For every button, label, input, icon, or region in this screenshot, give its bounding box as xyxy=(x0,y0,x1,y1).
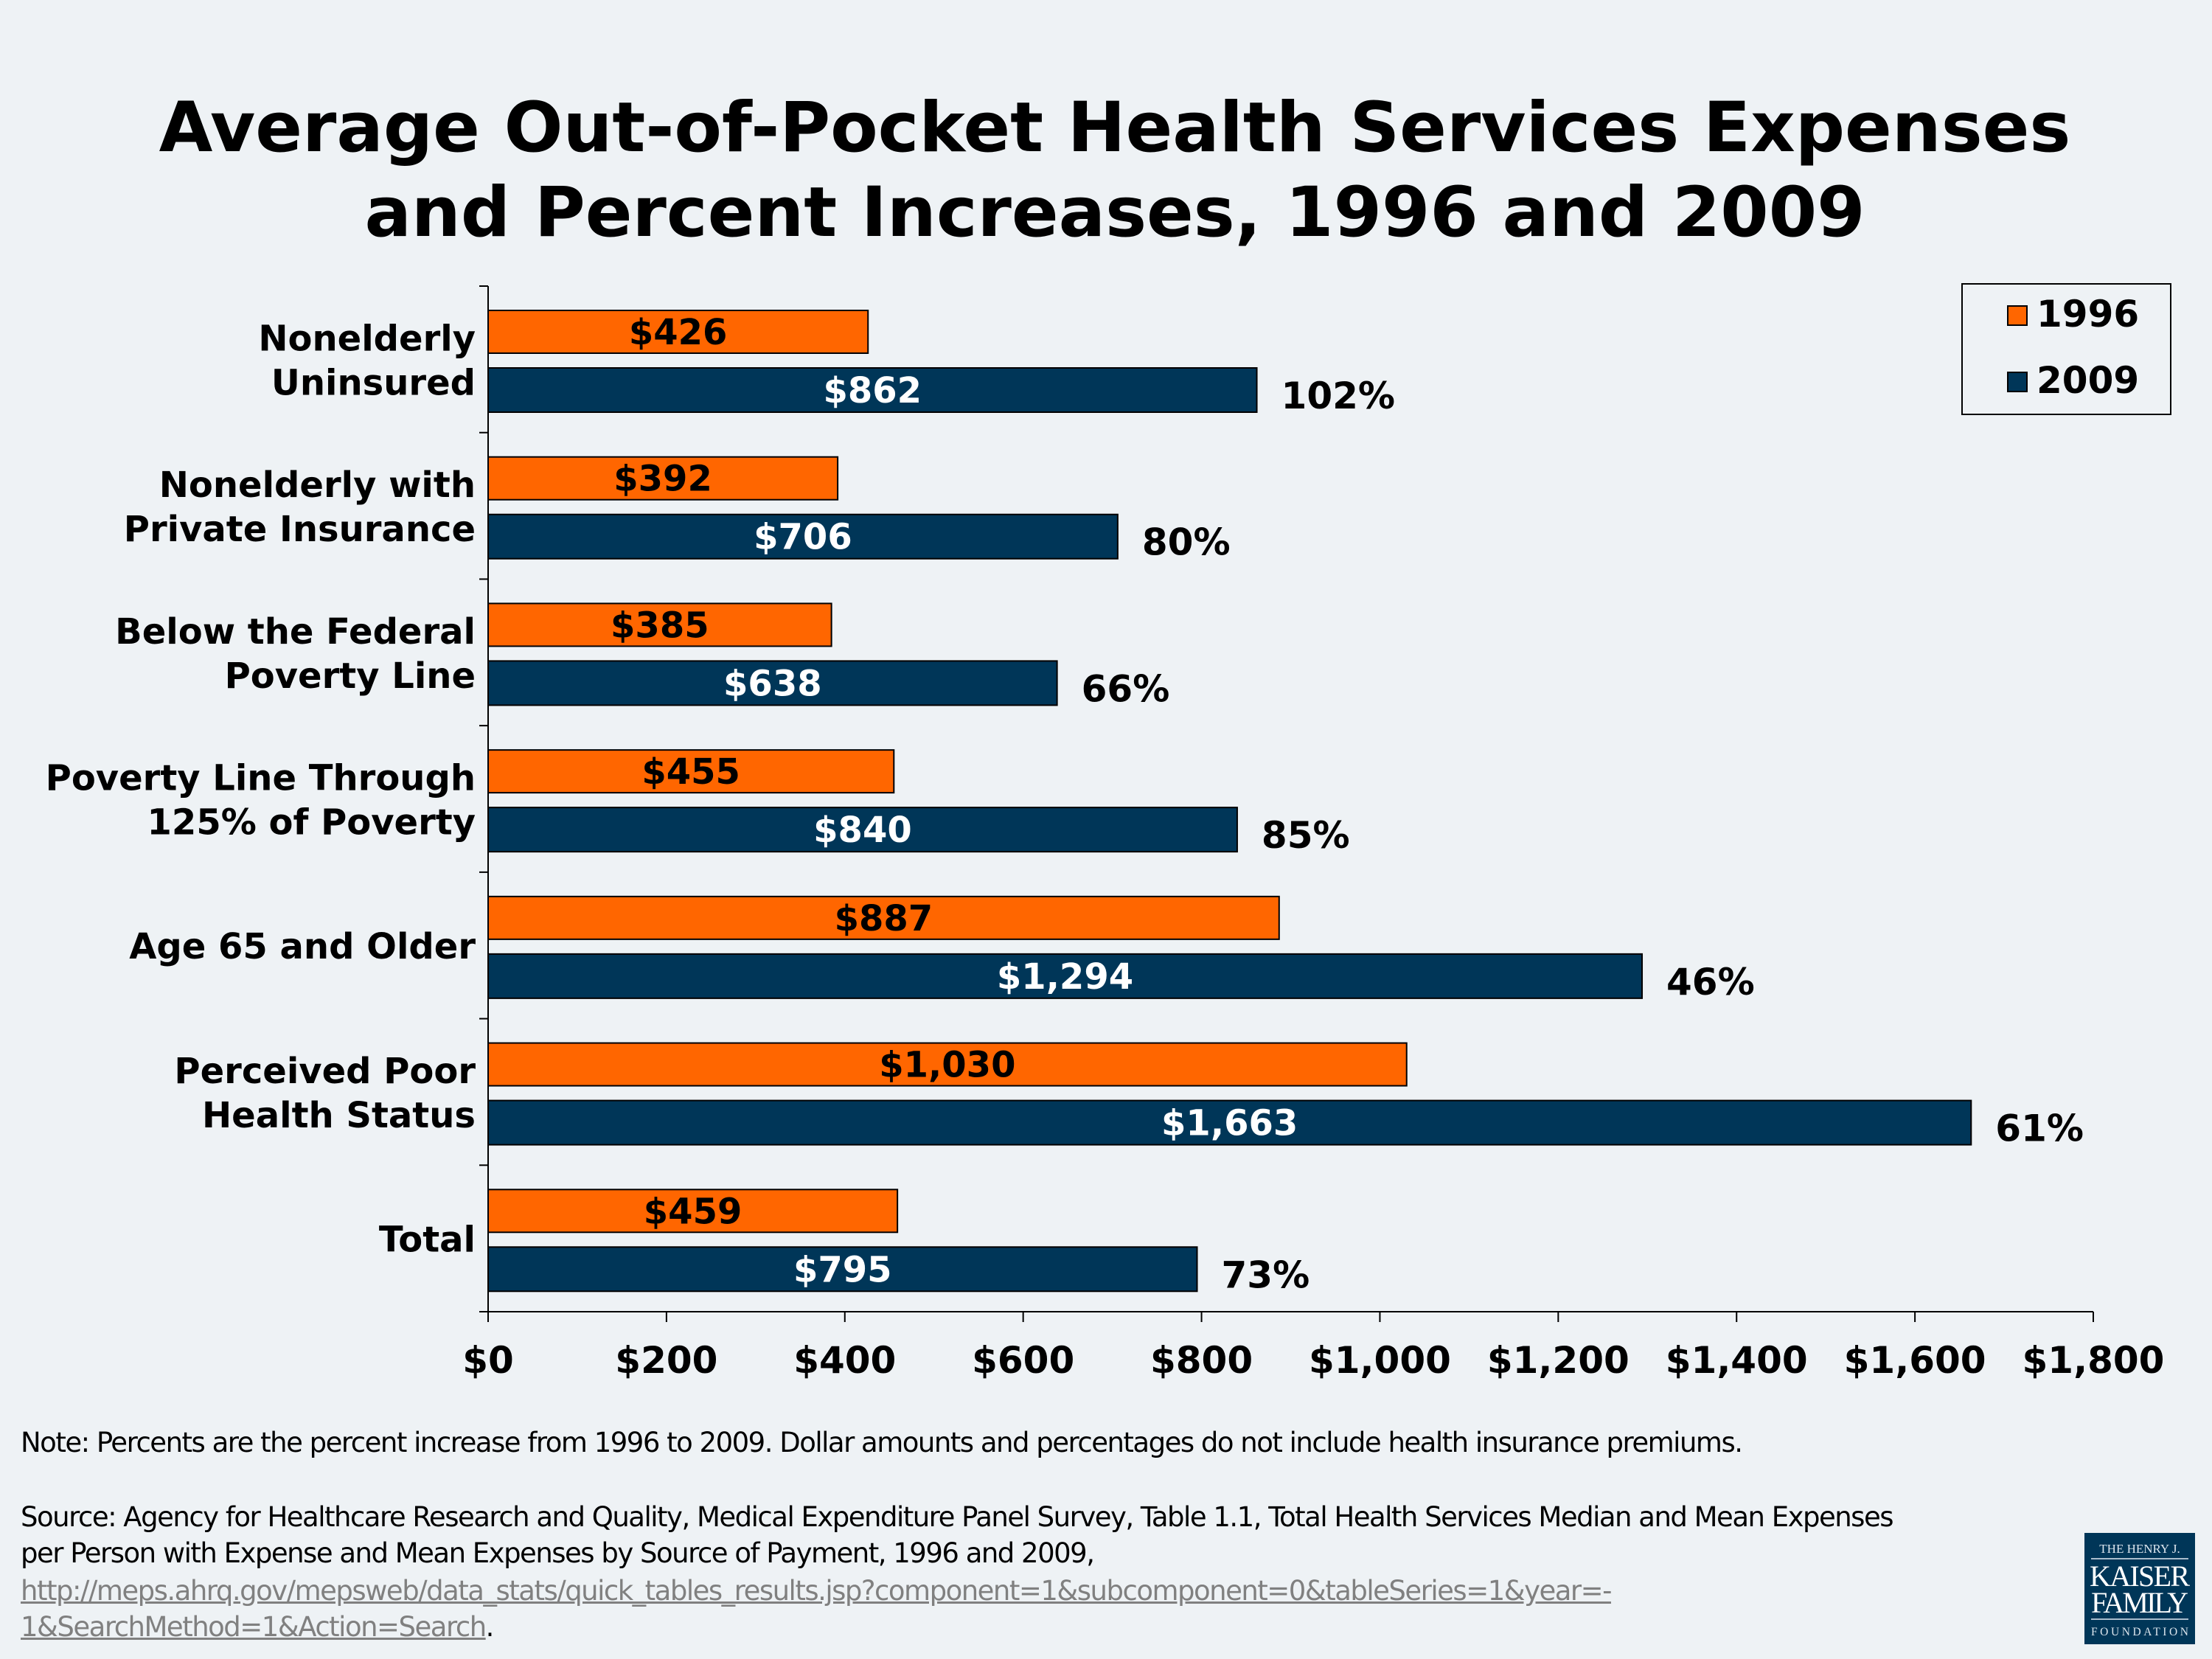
x-tick-label: $600 xyxy=(972,1339,1074,1382)
x-tick-label: $200 xyxy=(615,1339,717,1382)
source-line-1: Source: Agency for Healthcare Research a… xyxy=(21,1501,1894,1533)
category-label: Health Status xyxy=(202,1095,476,1136)
bar-value-label: $840 xyxy=(813,810,912,851)
bar-2009 xyxy=(487,1246,1198,1293)
legend-box xyxy=(1961,283,2171,415)
bar-1996 xyxy=(487,602,832,647)
bar-value-label: $887 xyxy=(835,898,933,939)
bar-value-label: $455 xyxy=(641,751,740,793)
percent-increase-label: 61% xyxy=(1995,1107,2084,1150)
svg-text:FOUNDATION: FOUNDATION xyxy=(2091,1626,2188,1638)
source-line-2: per Person with Expense and Mean Expense… xyxy=(21,1537,1095,1569)
kaiser-family-foundation-logo: THE HENRY J. KAISER FAMILY FOUNDATION xyxy=(2084,1533,2195,1644)
category-label: Nonelderly xyxy=(258,318,476,359)
category-label: Nonelderly with xyxy=(159,465,476,506)
bar-1996 xyxy=(487,895,1280,940)
source-link-line-2-wrap: 1&SearchMethod=1&Action=Search. xyxy=(21,1611,495,1643)
svg-text:THE HENRY J.: THE HENRY J. xyxy=(2099,1542,2180,1556)
legend-swatch-2009 xyxy=(2007,372,2028,392)
note-text: Note: Percents are the percent increase … xyxy=(21,1427,1743,1458)
category-label: Total xyxy=(379,1220,476,1261)
bar-value-label: $459 xyxy=(644,1191,742,1232)
chart-title-line-1: Average Out-of-Pocket Health Services Ex… xyxy=(159,88,2071,168)
percent-increase-label: 46% xyxy=(1666,961,1755,1004)
x-tick-label: $400 xyxy=(793,1339,896,1382)
bar-value-label: $862 xyxy=(823,370,922,411)
source-period: . xyxy=(485,1611,495,1643)
bar-1996 xyxy=(487,456,839,501)
bar-2009 xyxy=(487,1099,1972,1146)
legend-label-1996: 1996 xyxy=(2037,293,2139,335)
bar-value-label: $638 xyxy=(723,663,822,704)
category-label: 125% of Poverty xyxy=(147,802,476,844)
bar-value-label: $1,294 xyxy=(997,956,1133,998)
x-tick-label: $800 xyxy=(1150,1339,1253,1382)
bar-value-label: $795 xyxy=(793,1249,892,1290)
category-label: Uninsured xyxy=(271,362,476,403)
percent-increase-label: 66% xyxy=(1082,667,1170,710)
bar-1996 xyxy=(487,749,895,794)
svg-text:FAMILY: FAMILY xyxy=(2091,1586,2188,1619)
percent-increase-label: 102% xyxy=(1281,375,1395,417)
category-label: Poverty Line xyxy=(225,655,476,697)
x-tick-label: $1,600 xyxy=(1844,1339,1986,1382)
source-link-cont[interactable]: 1&SearchMethod=1&Action=Search xyxy=(21,1611,487,1643)
svg-text:KAISER: KAISER xyxy=(2090,1559,2190,1593)
x-tick-label: $1,400 xyxy=(1666,1339,1808,1382)
legend-label-2009: 2009 xyxy=(2037,359,2139,402)
bar-1996 xyxy=(487,1042,1408,1087)
bar-2009 xyxy=(487,513,1119,560)
bar-1996 xyxy=(487,1189,899,1234)
bar-2009 xyxy=(487,367,1258,413)
source-link-line-1-wrap: http://meps.ahrq.gov/mepsweb/data_stats/… xyxy=(21,1575,1612,1607)
bar-value-label: $706 xyxy=(754,517,852,558)
category-label: Below the Federal xyxy=(115,611,476,653)
x-tick-label: $0 xyxy=(462,1339,514,1382)
bar-value-label: $1,030 xyxy=(879,1045,1015,1086)
bar-2009 xyxy=(487,807,1238,853)
bar-value-label: $1,663 xyxy=(1161,1103,1298,1144)
category-label: Poverty Line Through xyxy=(46,758,476,799)
x-tick-label: $1,000 xyxy=(1309,1339,1451,1382)
category-label: Private Insurance xyxy=(124,509,476,550)
bar-1996 xyxy=(487,310,869,354)
x-tick-label: $1,200 xyxy=(1487,1339,1630,1382)
bar-2009 xyxy=(487,660,1058,706)
category-label: Perceived Poor xyxy=(174,1051,476,1092)
bar-2009 xyxy=(487,953,1644,999)
bar-value-label: $385 xyxy=(611,605,709,646)
bar-value-label: $392 xyxy=(613,459,712,500)
bar-chart: Average Out-of-Pocket Health Services Ex… xyxy=(46,88,2171,1382)
bar-value-label: $426 xyxy=(629,312,728,353)
legend-swatch-1996 xyxy=(2007,305,2028,326)
percent-increase-label: 80% xyxy=(1142,521,1231,564)
category-label: Age 65 and Older xyxy=(129,926,476,967)
x-tick-label: $1,800 xyxy=(2023,1339,2165,1382)
percent-increase-label: 73% xyxy=(1222,1253,1310,1296)
percent-increase-label: 85% xyxy=(1262,814,1350,857)
source-link[interactable]: http://meps.ahrq.gov/mepsweb/data_stats/… xyxy=(21,1575,1612,1607)
legend: 1996 2009 xyxy=(1961,283,2171,415)
chart-title-line-2: and Percent Increases, 1996 and 2009 xyxy=(365,173,1865,253)
